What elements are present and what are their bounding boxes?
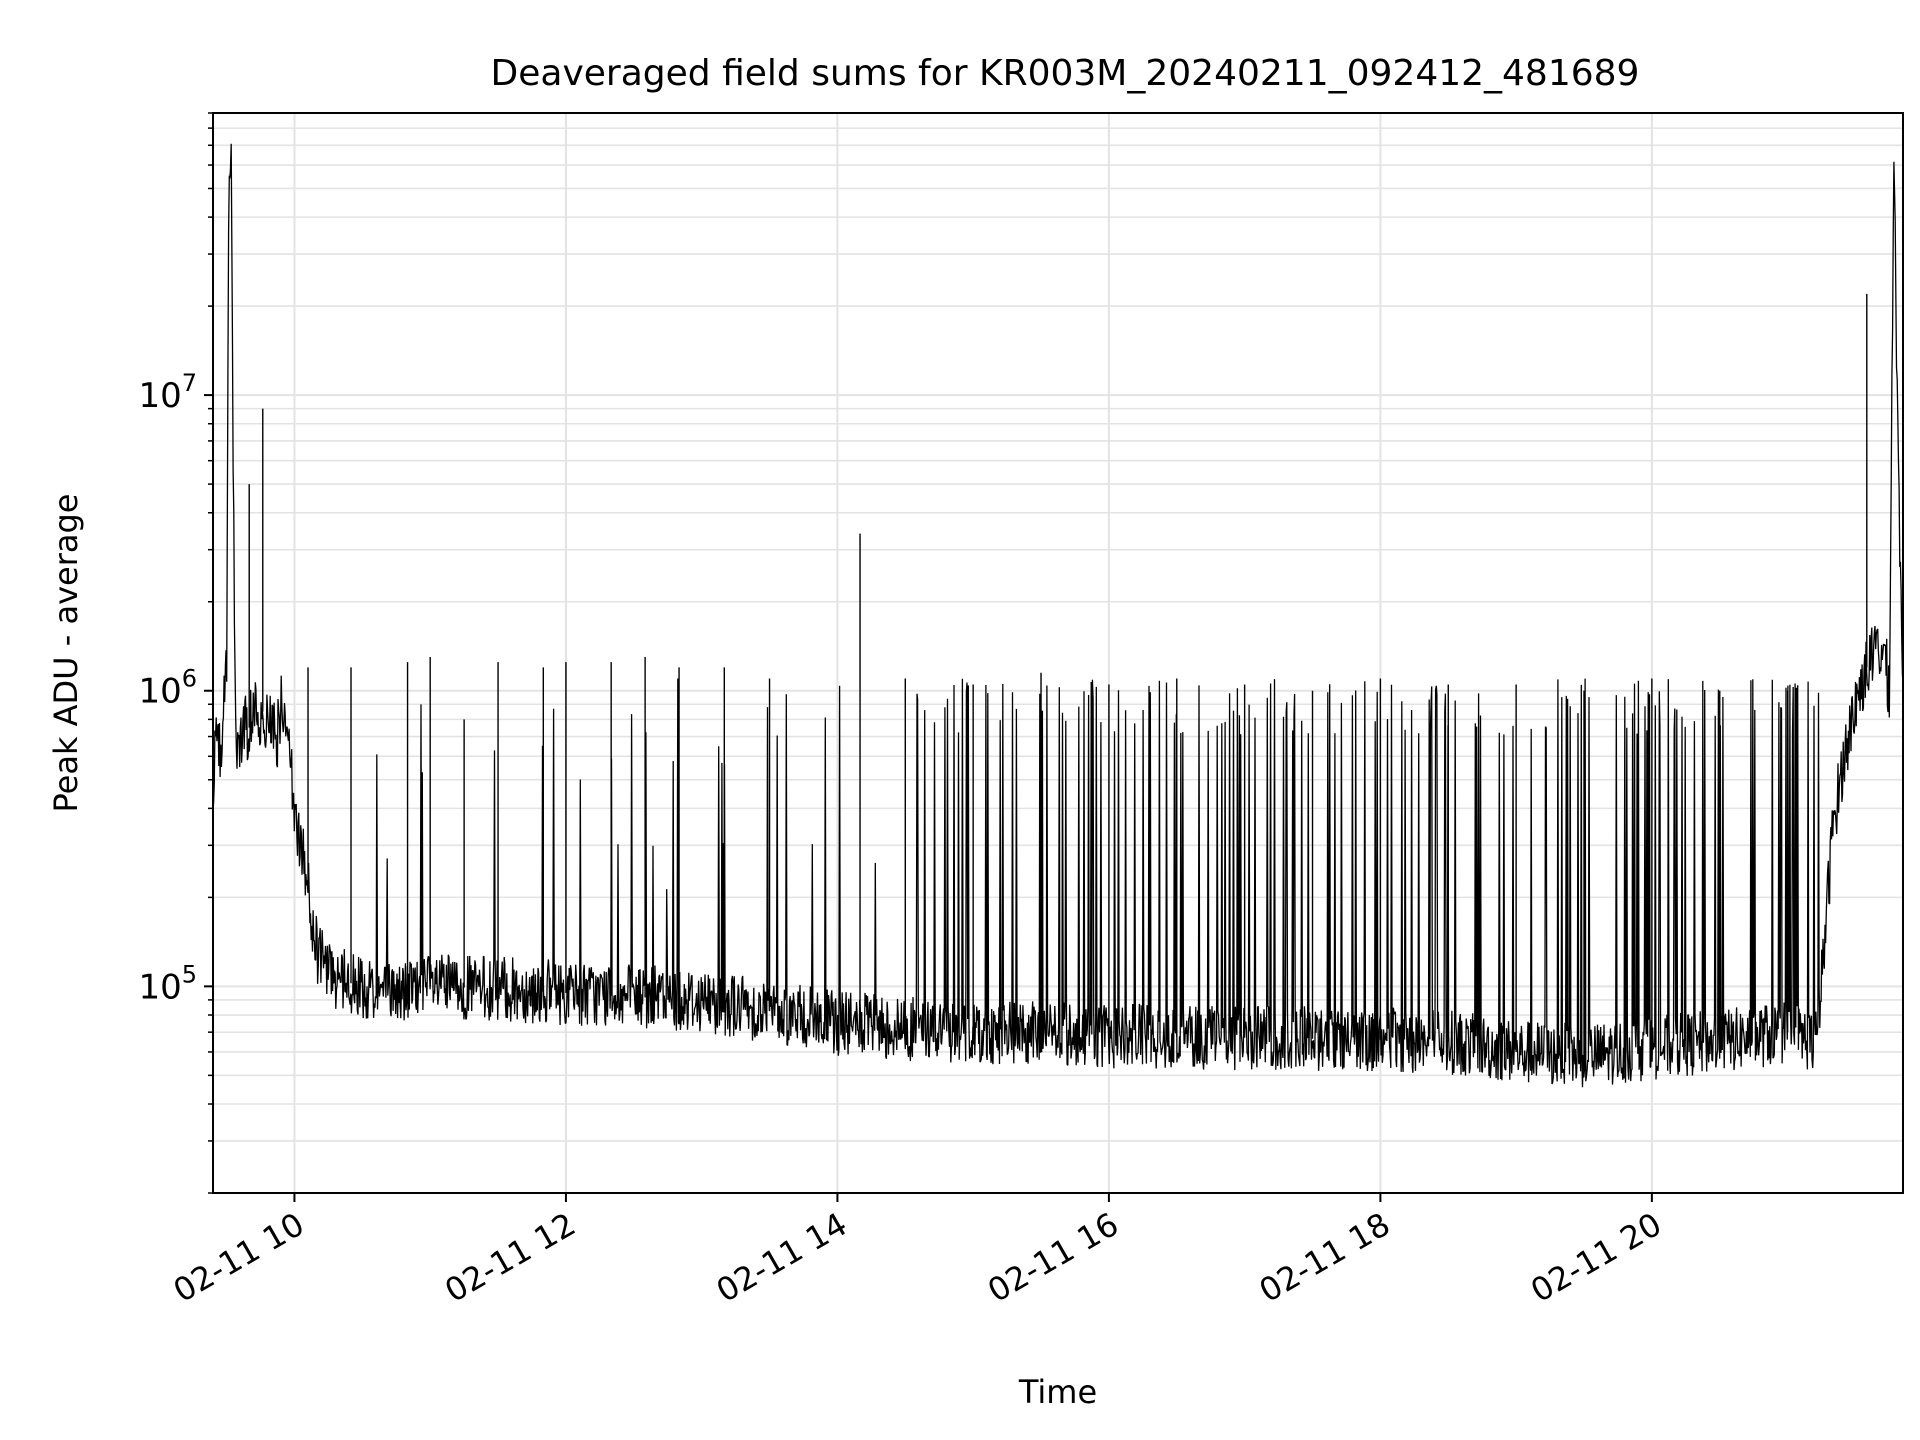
plot-frame <box>212 112 1904 1194</box>
y-tick-label: 105 <box>138 960 197 1007</box>
series-line <box>212 143 1904 1088</box>
y-tick-label: 107 <box>138 369 197 416</box>
y-axis-label: Peak ADU - average <box>47 494 85 813</box>
x-axis-label: Time <box>1018 1373 1097 1411</box>
data-series <box>212 143 1904 1088</box>
chart-title: Deaveraged field sums for KR003M_2024021… <box>491 53 1640 94</box>
y-tick-label: 106 <box>138 665 197 712</box>
